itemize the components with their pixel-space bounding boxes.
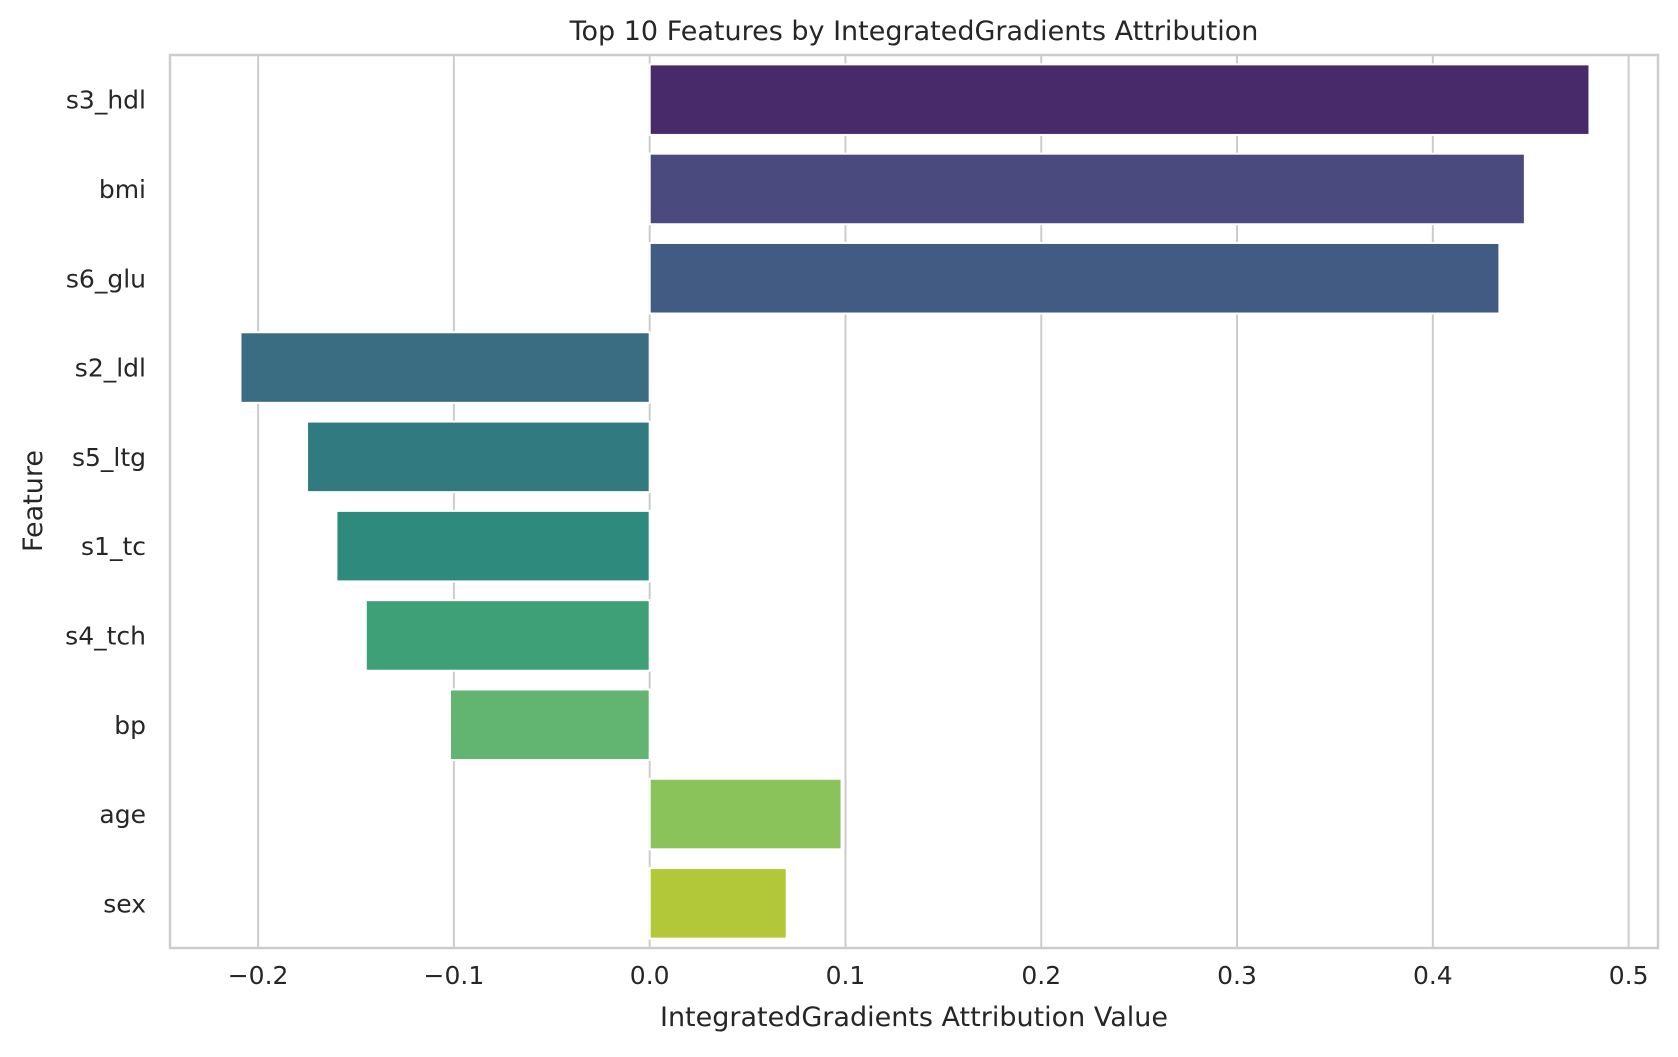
- y-tick-label: s4_tch: [65, 621, 146, 650]
- bar-s3-hdl: [648, 63, 1591, 136]
- bar-age: [648, 777, 843, 851]
- y-tick-label: s3_hdl: [66, 86, 146, 115]
- y-tick-label: s5_ltg: [72, 443, 146, 472]
- axes-frame: [168, 53, 1660, 950]
- bar-bmi: [648, 152, 1526, 226]
- x-tick-label: 0.5: [1609, 961, 1649, 990]
- bars: [239, 63, 1591, 940]
- x-tick-label: 0.4: [1413, 961, 1453, 990]
- x-tick-label: 0.3: [1217, 961, 1257, 990]
- y-tick-label: bp: [114, 711, 146, 740]
- y-tick-label: s2_ldl: [75, 354, 146, 383]
- axes-spines: [168, 53, 1660, 950]
- x-tick-labels: −0.2 −0.1 0.0 0.1 0.2 0.3 0.4 0.5: [228, 961, 1649, 990]
- x-tick-label: 0.1: [826, 961, 866, 990]
- y-tick-label: s6_glu: [66, 264, 146, 293]
- x-tick-label: −0.1: [424, 961, 485, 990]
- bar-s6-glu: [648, 241, 1501, 315]
- y-tick-label: s1_tc: [81, 532, 146, 561]
- bar-s5-ltg: [306, 420, 651, 494]
- bar-s4-tch: [364, 599, 651, 672]
- bar-sex: [648, 867, 788, 940]
- bar-s1-tc: [335, 509, 651, 583]
- y-axis-label: Feature: [18, 450, 49, 552]
- bar-bp: [448, 688, 651, 762]
- chart-title: Top 10 Features by IntegratedGradients A…: [569, 16, 1259, 47]
- y-tick-label: sex: [103, 889, 146, 918]
- x-tick-label: 0.2: [1021, 961, 1061, 990]
- bar-s2-ldl: [239, 331, 651, 404]
- x-tick-label: −0.2: [228, 961, 289, 990]
- y-tick-label: bmi: [99, 175, 146, 204]
- x-axis-label: IntegratedGradients Attribution Value: [660, 1002, 1168, 1033]
- y-tick-label: age: [99, 800, 146, 829]
- x-tick-label: 0.0: [630, 961, 670, 990]
